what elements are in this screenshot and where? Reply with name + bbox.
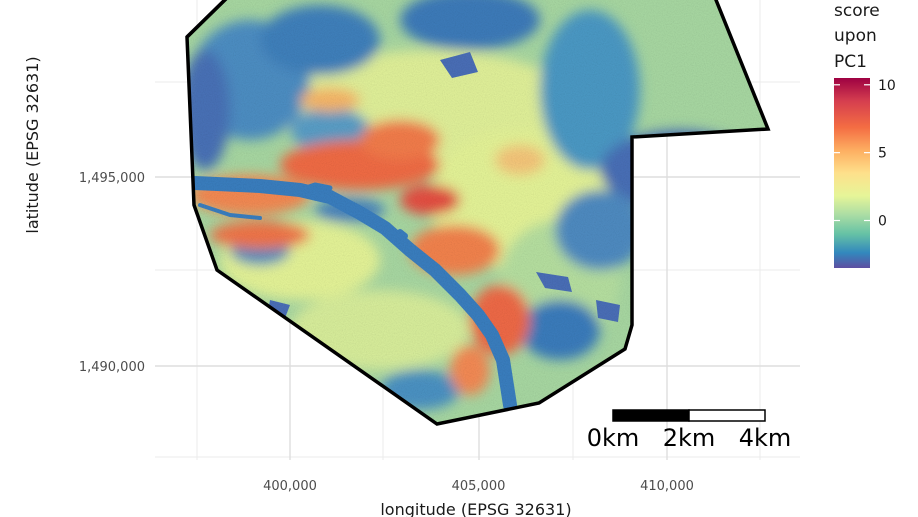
legend-title-line-3: PC1 bbox=[834, 52, 867, 72]
y-axis-title: latitude (EPSG 32631) bbox=[23, 56, 42, 233]
legend-tick-label: 0 bbox=[878, 214, 887, 230]
y-axis-ticks: 1,495,000 1,490,000 bbox=[79, 171, 145, 375]
scale-bar-segment-dark bbox=[612, 409, 690, 422]
x-tick-label: 405,000 bbox=[452, 479, 506, 494]
y-tick-label: 1,490,000 bbox=[79, 360, 145, 375]
x-tick-label: 400,000 bbox=[263, 479, 317, 494]
river-niger bbox=[188, 176, 517, 412]
legend-colorbar bbox=[834, 78, 870, 268]
scale-label-2: 2km bbox=[663, 424, 716, 452]
scale-bar: 0km 2km 4km bbox=[587, 409, 792, 452]
legend-title-line-1: score bbox=[834, 1, 880, 21]
y-tick-label: 1,495,000 bbox=[79, 171, 145, 186]
x-tick-label: 410,000 bbox=[640, 479, 694, 494]
boundary-top-edge bbox=[185, 0, 228, 39]
legend-ticks: 10 5 0 bbox=[834, 78, 896, 230]
legend-tick-label: 5 bbox=[878, 146, 887, 162]
legend-title-line-2: upon bbox=[834, 26, 877, 46]
x-axis-ticks: 400,000 405,000 410,000 bbox=[263, 479, 694, 494]
pc1-score-raster bbox=[187, 0, 768, 424]
legend-tick-label: 10 bbox=[878, 78, 896, 94]
legend: score upon PC1 10 5 0 bbox=[834, 1, 896, 268]
x-axis-title: longitude (EPSG 32631) bbox=[380, 500, 571, 517]
scale-label-0: 0km bbox=[587, 424, 640, 452]
study-area-boundary bbox=[185, 0, 771, 426]
scale-bar-segment-light bbox=[688, 409, 766, 422]
scale-label-4: 4km bbox=[739, 424, 792, 452]
